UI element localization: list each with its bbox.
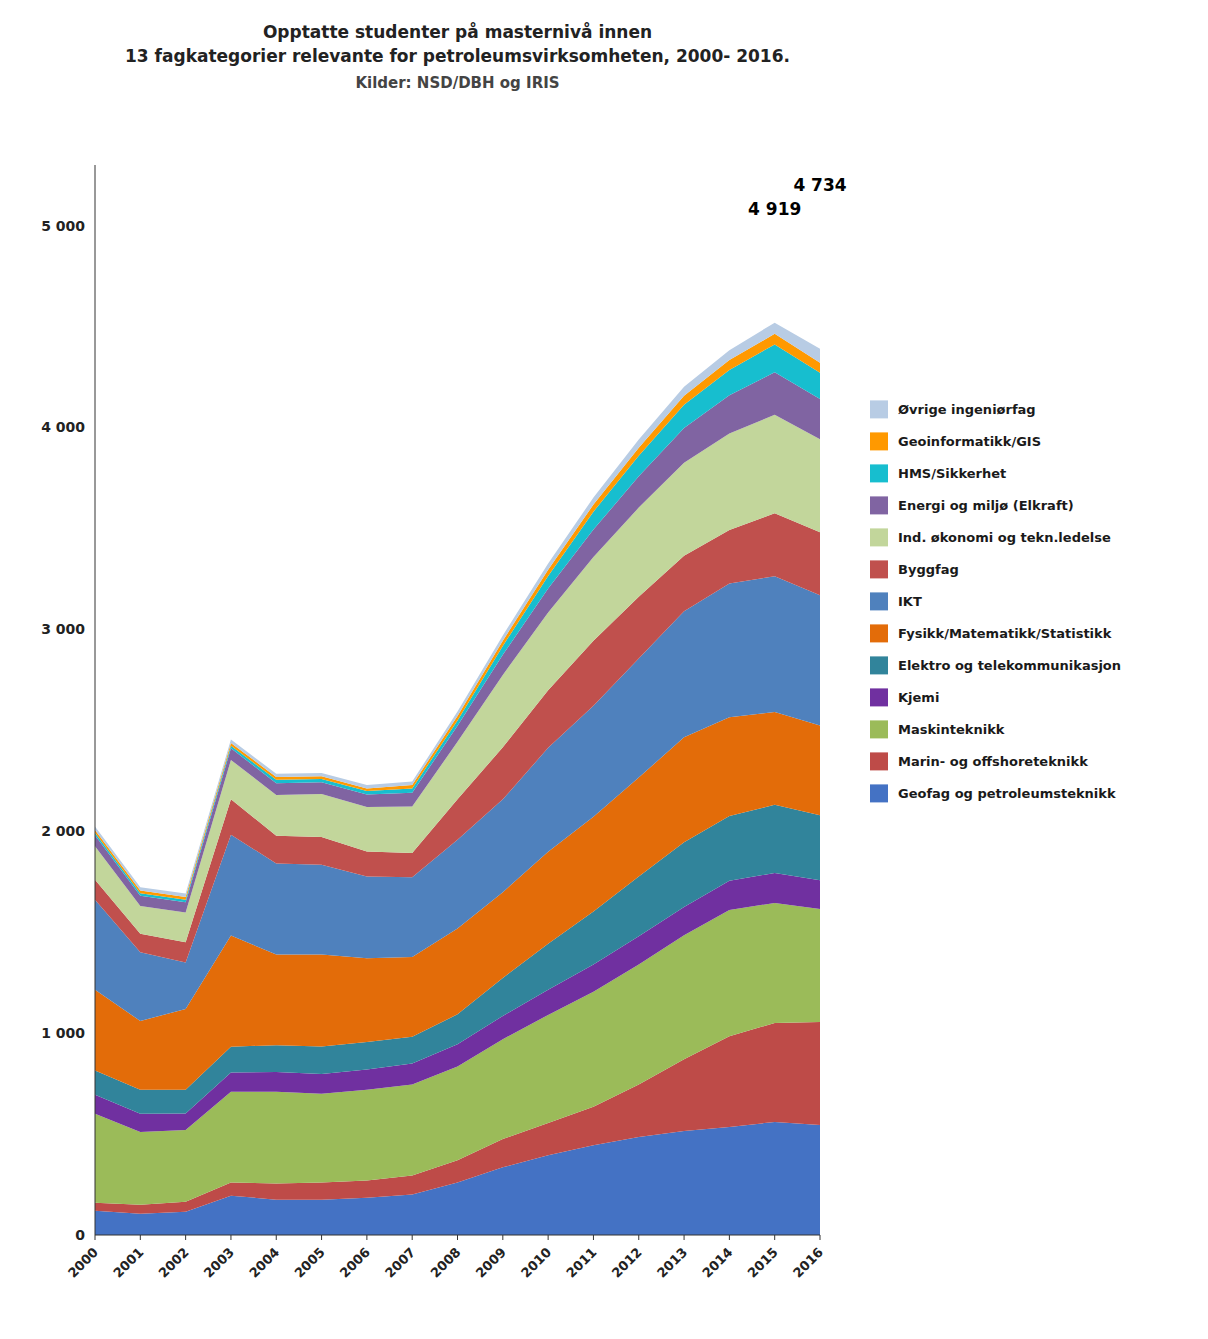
- legend-swatch: [870, 688, 888, 706]
- chart-container: Opptatte studenter på masternivå innen 13…: [0, 0, 1208, 1339]
- x-tick-label: 2001: [110, 1245, 146, 1281]
- area: [95, 372, 820, 912]
- x-tick-label: 2016: [790, 1245, 826, 1281]
- y-tick-label: 2 000: [41, 823, 85, 839]
- legend-label: Øvrige ingeniørfag: [898, 402, 1036, 417]
- x-tick-label: 2007: [382, 1245, 418, 1281]
- x-tick: [548, 1235, 549, 1240]
- legend-swatch: [870, 720, 888, 738]
- legend-label: Energi og miljø (Elkraft): [898, 498, 1074, 513]
- x-tick-label: 2009: [473, 1245, 509, 1281]
- area: [95, 415, 820, 943]
- legend-swatch: [870, 432, 888, 450]
- legend-swatch: [870, 752, 888, 770]
- legend-swatch: [870, 528, 888, 546]
- legend: Øvrige ingeniørfag Geoinformatikk/GIS HMS/…: [870, 400, 1121, 802]
- x-tick-label: 2015: [745, 1245, 781, 1281]
- y-tick-label: 0: [75, 1227, 85, 1243]
- x-tick: [230, 1235, 231, 1240]
- x-tick-label: 2010: [518, 1245, 554, 1281]
- title-line: Opptatte studenter på masternivå innen: [263, 21, 652, 42]
- legend-label: HMS/Sikkerhet: [898, 466, 1006, 481]
- subtitle: Kilder: NSD/DBH og IRIS: [355, 74, 559, 92]
- areas: [95, 323, 820, 1235]
- x-tick-label: 2008: [427, 1245, 463, 1281]
- x-tick-label: 2004: [246, 1245, 282, 1281]
- area: [95, 334, 820, 900]
- x-tick-label: 2012: [609, 1245, 645, 1281]
- legend-label: Byggfag: [898, 562, 959, 577]
- x-tick: [366, 1235, 367, 1240]
- x-tick: [95, 1235, 96, 1240]
- legend-label: Ind. økonomi og tekn.ledelse: [898, 530, 1111, 545]
- x-tick: [185, 1235, 186, 1240]
- legend-swatch: [870, 464, 888, 482]
- title: Opptatte studenter på masternivå innen 13…: [125, 21, 790, 66]
- legend-label: Elektro og telekommunikasjon: [898, 658, 1121, 673]
- x-tick: [276, 1235, 277, 1240]
- legend-swatch: [870, 656, 888, 674]
- x-tick-label: 2002: [156, 1245, 192, 1281]
- title-line: 13 fagkategorier relevante for petroleum…: [125, 46, 790, 66]
- y-tick-label: 1 000: [41, 1025, 85, 1041]
- annotation: 4 919: [748, 199, 801, 219]
- x-tick: [820, 1235, 821, 1240]
- x-tick: [684, 1235, 685, 1240]
- x-tick-label: 2003: [201, 1245, 237, 1281]
- x-tick-label: 2013: [654, 1245, 690, 1281]
- legend-label: Marin- og offshoreteknikk: [898, 754, 1088, 769]
- legend-label: IKT: [898, 594, 922, 609]
- x-tick: [321, 1235, 322, 1240]
- x-tick-label: 2011: [563, 1245, 599, 1281]
- area: [95, 323, 820, 897]
- legend-swatch: [870, 560, 888, 578]
- y-tick-label: 4 000: [41, 419, 85, 435]
- y-axis-line: [95, 165, 96, 1235]
- legend-label: Geoinformatikk/GIS: [898, 434, 1041, 449]
- x-tick-label: 2005: [291, 1245, 327, 1281]
- x-tick: [774, 1235, 775, 1240]
- x-tick: [638, 1235, 639, 1240]
- x-tick: [593, 1235, 594, 1240]
- chart-svg: Opptatte studenter på masternivå innen 13…: [0, 0, 1208, 1339]
- y-tick-label: 3 000: [41, 621, 85, 637]
- x-tick: [412, 1235, 413, 1240]
- legend-label: Maskinteknikk: [898, 722, 1005, 737]
- legend-swatch: [870, 592, 888, 610]
- legend-label: Kjemi: [898, 690, 939, 705]
- legend-label: Geofag og petroleumsteknikk: [898, 786, 1116, 801]
- x-tick: [729, 1235, 730, 1240]
- x-tick: [140, 1235, 141, 1240]
- annotation: 4 734: [793, 175, 846, 195]
- legend-swatch: [870, 496, 888, 514]
- x-tick-label: 2000: [65, 1245, 101, 1281]
- x-tick: [457, 1235, 458, 1240]
- x-tick: [502, 1235, 503, 1240]
- x-tick-label: 2006: [337, 1245, 373, 1281]
- legend-swatch: [870, 400, 888, 418]
- legend-label: Fysikk/Matematikk/Statistikk: [898, 626, 1112, 641]
- y-tick-label: 5 000: [41, 218, 85, 234]
- legend-swatch: [870, 784, 888, 802]
- x-tick-label: 2014: [699, 1245, 735, 1281]
- legend-swatch: [870, 624, 888, 642]
- area: [95, 344, 820, 902]
